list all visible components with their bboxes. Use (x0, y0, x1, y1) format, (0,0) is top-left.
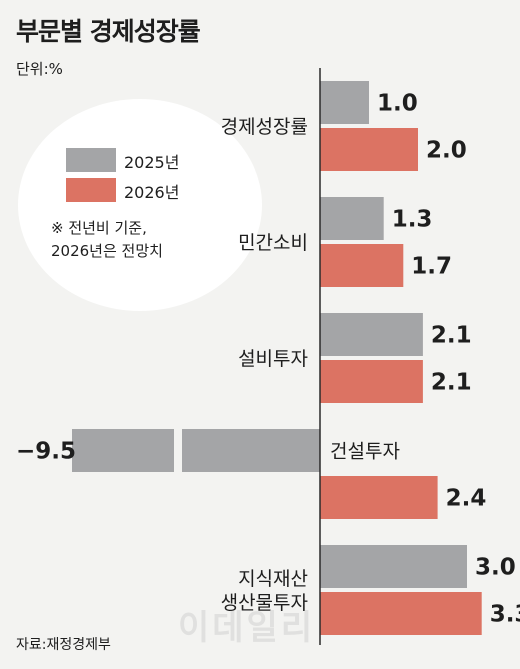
legend-note-line-2: 2026년은 전망치 (51, 242, 163, 260)
legend-swatch-2025 (66, 148, 116, 172)
bar-2025-2 (320, 197, 384, 240)
data-label-2026-5: 3.3 (490, 602, 520, 628)
data-label-2025-4: −9.5 (16, 439, 76, 465)
category-label-4: 건설투자 (330, 441, 400, 463)
category-label-5-line-2: 생산물투자 (221, 592, 308, 614)
data-label-2026-1: 2.0 (426, 138, 467, 164)
data-label-2025-5: 3.0 (475, 555, 516, 581)
data-label-2025-2: 1.3 (392, 207, 433, 233)
category-label-3: 설비투자 (238, 348, 308, 370)
bar-2025-1 (320, 81, 369, 124)
data-label-2026-4: 2.4 (446, 486, 487, 512)
data-label-2025-3: 2.1 (431, 323, 472, 349)
unit-label: 단위:% (16, 60, 63, 78)
bar-2025-4-right (182, 429, 320, 472)
legend: 2025년 2026년 ※ 전년비 기준, 2026년은 전망치 (18, 99, 262, 311)
data-label-2026-2: 1.7 (411, 254, 452, 280)
bar-2025-5 (320, 545, 467, 588)
bar-2025-3 (320, 313, 423, 356)
legend-swatch-2026 (66, 178, 116, 202)
legend-label-2026: 2026년 (124, 183, 180, 202)
legend-label-2025: 2025년 (124, 153, 180, 172)
category-label-2: 민간소비 (238, 232, 308, 254)
source-label: 자료:재정경제부 (16, 637, 111, 653)
bar-2025-4-left (72, 429, 174, 472)
bar-2026-4 (320, 476, 438, 519)
data-label-2026-3: 2.1 (431, 370, 472, 396)
legend-note: ※ 전년비 기준, 2026년은 전망치 (51, 217, 163, 263)
data-label-2025-1: 1.0 (377, 91, 418, 117)
legend-note-line-1: ※ 전년비 기준, (51, 219, 147, 237)
category-label-1: 경제성장률 (221, 116, 308, 138)
bar-2026-2 (320, 244, 404, 287)
chart-title: 부문별 경제성장률 (16, 17, 201, 46)
bar-2026-5 (320, 592, 482, 635)
category-label-5-line-1: 지식재산 (238, 568, 308, 590)
bar-2026-1 (320, 128, 418, 171)
bar-2026-3 (320, 360, 423, 403)
